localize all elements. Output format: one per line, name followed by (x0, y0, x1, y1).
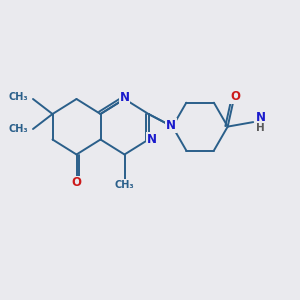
Text: N: N (146, 133, 157, 146)
Text: CH₃: CH₃ (9, 124, 28, 134)
Text: CH₃: CH₃ (115, 180, 134, 190)
Text: N: N (166, 118, 176, 132)
Text: O: O (230, 90, 240, 103)
Text: CH₃: CH₃ (9, 92, 28, 103)
Text: N: N (256, 111, 266, 124)
Text: H: H (256, 123, 265, 133)
Text: O: O (71, 176, 82, 190)
Text: N: N (119, 91, 130, 104)
